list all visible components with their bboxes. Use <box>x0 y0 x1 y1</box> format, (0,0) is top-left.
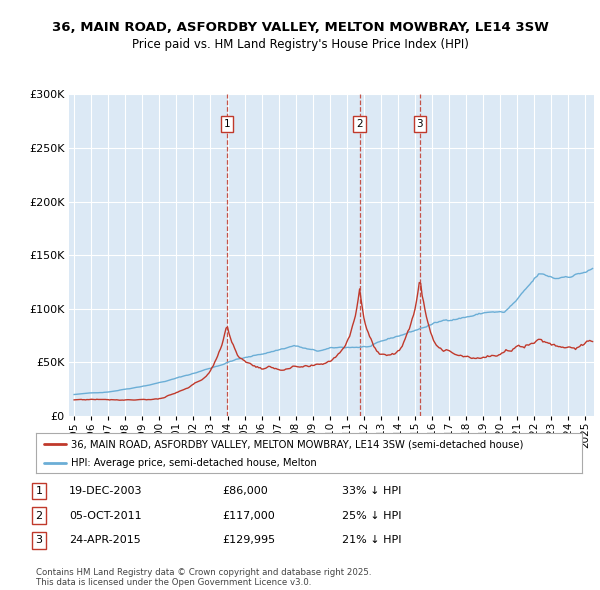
Text: 36, MAIN ROAD, ASFORDBY VALLEY, MELTON MOWBRAY, LE14 3SW: 36, MAIN ROAD, ASFORDBY VALLEY, MELTON M… <box>52 21 548 34</box>
Text: 25% ↓ HPI: 25% ↓ HPI <box>342 511 401 520</box>
Text: 2: 2 <box>35 511 43 520</box>
Text: 3: 3 <box>416 119 423 129</box>
Text: Price paid vs. HM Land Registry's House Price Index (HPI): Price paid vs. HM Land Registry's House … <box>131 38 469 51</box>
Text: £117,000: £117,000 <box>222 511 275 520</box>
Text: 19-DEC-2003: 19-DEC-2003 <box>69 486 143 496</box>
Text: 33% ↓ HPI: 33% ↓ HPI <box>342 486 401 496</box>
Text: £129,995: £129,995 <box>222 536 275 545</box>
Text: 05-OCT-2011: 05-OCT-2011 <box>69 511 142 520</box>
Text: 24-APR-2015: 24-APR-2015 <box>69 536 141 545</box>
Text: 1: 1 <box>224 119 230 129</box>
Text: £86,000: £86,000 <box>222 486 268 496</box>
Text: 1: 1 <box>35 486 43 496</box>
Text: 3: 3 <box>35 536 43 545</box>
Text: HPI: Average price, semi-detached house, Melton: HPI: Average price, semi-detached house,… <box>71 458 317 468</box>
Text: 36, MAIN ROAD, ASFORDBY VALLEY, MELTON MOWBRAY, LE14 3SW (semi-detached house): 36, MAIN ROAD, ASFORDBY VALLEY, MELTON M… <box>71 440 524 450</box>
Text: 21% ↓ HPI: 21% ↓ HPI <box>342 536 401 545</box>
Text: 2: 2 <box>356 119 363 129</box>
Text: Contains HM Land Registry data © Crown copyright and database right 2025.
This d: Contains HM Land Registry data © Crown c… <box>36 568 371 587</box>
